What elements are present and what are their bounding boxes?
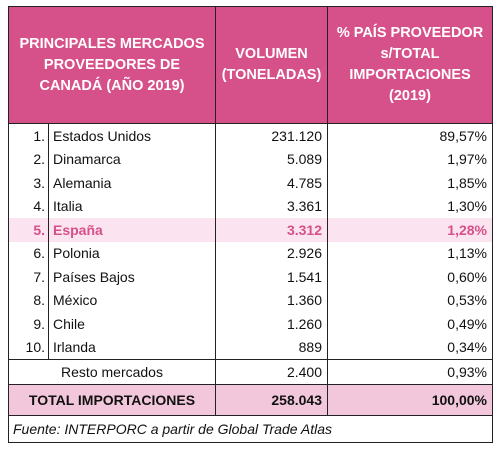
data-row: 7. Países Bajos 1.541 0,60% bbox=[8, 265, 493, 289]
header-line: CANADÁ (AÑO 2019) bbox=[39, 77, 185, 94]
country: Dinamarca bbox=[48, 147, 216, 171]
volume: 4.785 bbox=[215, 171, 328, 195]
country: España bbox=[48, 218, 216, 242]
rank: 7. bbox=[8, 265, 49, 289]
header-cell: VOLUMEN (TONELADAS) bbox=[215, 6, 328, 124]
country: Italia bbox=[48, 194, 216, 218]
share: 0,34% bbox=[327, 335, 493, 360]
country: Países Bajos bbox=[48, 265, 216, 289]
share: 1,97% bbox=[327, 147, 493, 171]
share: 1,30% bbox=[327, 194, 493, 218]
market-table: PRINCIPALES MERCADOS PROVEEDORES DE CANADÁ… bbox=[8, 6, 493, 443]
header-line: (2019) bbox=[389, 88, 431, 104]
country: Irlanda bbox=[48, 335, 216, 360]
header-line: (TONELADAS) bbox=[221, 67, 322, 83]
volume: 889 bbox=[215, 335, 328, 360]
total-share: 100,00% bbox=[327, 384, 493, 416]
header-cell: PRINCIPALES MERCADOS PROVEEDORES DE CANADÁ… bbox=[8, 6, 216, 124]
header-cell: % PAÍS PROVEEDOR s/TOTAL IMPORTACIONES (201… bbox=[327, 6, 493, 124]
header-row: PRINCIPALES MERCADOS PROVEEDORES DE CANADÁ… bbox=[8, 6, 493, 124]
rank: 1. bbox=[8, 123, 49, 148]
total-row: TOTAL IMPORTACIONES 258.043 100,00% bbox=[8, 384, 493, 416]
volume: 1.360 bbox=[215, 288, 328, 312]
source-row: Fuente: INTERPORC a partir de Global Tra… bbox=[8, 415, 493, 443]
volume: 3.361 bbox=[215, 194, 328, 218]
volume: 1.260 bbox=[215, 312, 328, 336]
volume: 2.926 bbox=[215, 241, 328, 265]
rank: 9. bbox=[8, 312, 49, 336]
header-line: VOLUMEN bbox=[235, 46, 308, 62]
share: 1,13% bbox=[327, 241, 493, 265]
rest-label: Resto mercados bbox=[8, 359, 216, 385]
share: 0,49% bbox=[327, 312, 493, 336]
rank: 2. bbox=[8, 147, 49, 171]
volume: 5.089 bbox=[215, 147, 328, 171]
rest-volume: 2.400 bbox=[215, 359, 328, 385]
header-line: % PAÍS PROVEEDOR bbox=[336, 25, 484, 41]
data-row: 1. Estados Unidos 231.120 89,57% bbox=[8, 123, 493, 148]
data-row: 10. Irlanda 889 0,34% bbox=[8, 335, 493, 360]
volume: 3.312 bbox=[215, 218, 328, 242]
source: Fuente: INTERPORC a partir de Global Tra… bbox=[8, 415, 493, 443]
total-volume: 258.043 bbox=[215, 384, 328, 416]
rank: 3. bbox=[8, 171, 49, 195]
rank: 8. bbox=[8, 288, 49, 312]
data-row: 9. Chile 1.260 0,49% bbox=[8, 312, 493, 336]
header-line: PRINCIPALES MERCADOS bbox=[19, 35, 205, 52]
rank: 10. bbox=[8, 335, 49, 360]
header-line: IMPORTACIONES bbox=[349, 67, 471, 83]
rank: 4. bbox=[8, 194, 49, 218]
share: 89,57% bbox=[327, 123, 493, 148]
volume: 1.541 bbox=[215, 265, 328, 289]
country: Estados Unidos bbox=[48, 123, 216, 148]
data-row: 5. España 3.312 1,28% bbox=[8, 218, 493, 242]
data-row: 3. Alemania 4.785 1,85% bbox=[8, 171, 493, 195]
header-line: s/TOTAL bbox=[380, 46, 440, 62]
share: 0,53% bbox=[327, 288, 493, 312]
volume: 231.120 bbox=[215, 123, 328, 148]
header-line: PROVEEDORES DE bbox=[43, 56, 181, 73]
rank: 5. bbox=[8, 218, 49, 242]
data-row: 6. Polonia 2.926 1,13% bbox=[8, 241, 493, 265]
share: 1,28% bbox=[327, 218, 493, 242]
share: 0,60% bbox=[327, 265, 493, 289]
total-label: TOTAL IMPORTACIONES bbox=[8, 384, 216, 416]
rank: 6. bbox=[8, 241, 49, 265]
share: 1,85% bbox=[327, 171, 493, 195]
data-row: 4. Italia 3.361 1,30% bbox=[8, 194, 493, 218]
data-row: 2. Dinamarca 5.089 1,97% bbox=[8, 147, 493, 171]
country: Alemania bbox=[48, 171, 216, 195]
country: Chile bbox=[48, 312, 216, 336]
table-body: 1. Estados Unidos 231.120 89,57% 2. Dinamarca… bbox=[8, 123, 493, 443]
table-wrap: PRINCIPALES MERCADOS PROVEEDORES DE CANADÁ… bbox=[8, 6, 493, 443]
rest-share: 0,93% bbox=[327, 359, 493, 385]
rest-row: Resto mercados 2.400 0,93% bbox=[8, 359, 493, 385]
country: México bbox=[48, 288, 216, 312]
data-row: 8. México 1.360 0,53% bbox=[8, 288, 493, 312]
country: Polonia bbox=[48, 241, 216, 265]
